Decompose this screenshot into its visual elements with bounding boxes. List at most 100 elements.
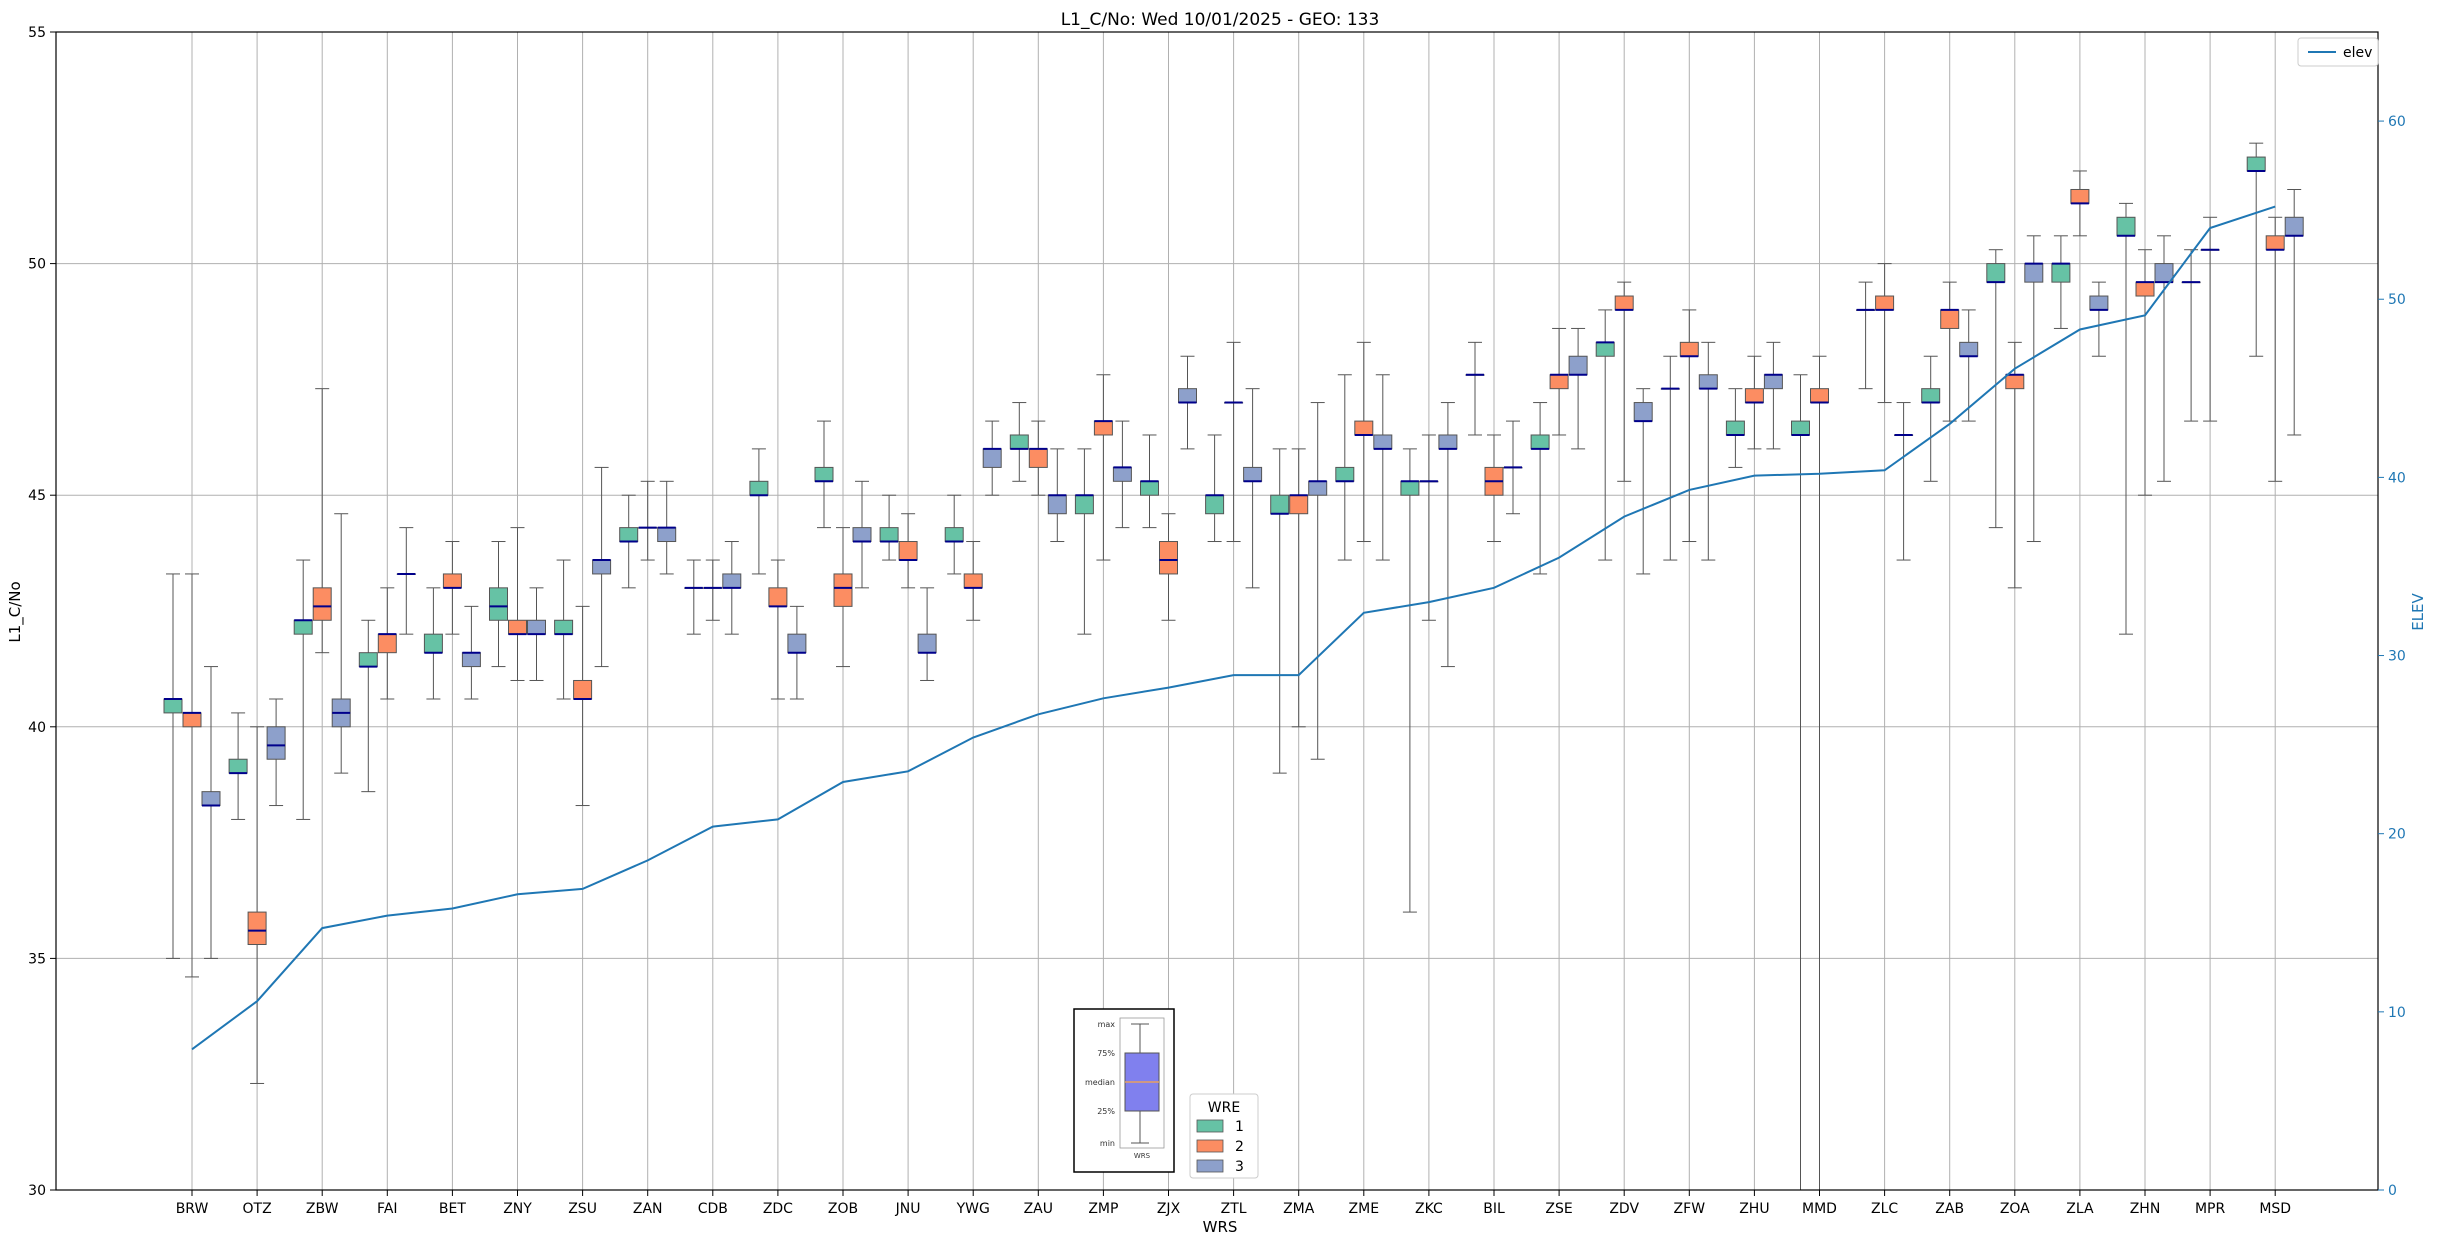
box-zla-wre2 bbox=[2070, 170, 2090, 237]
x-tick-label: ZLA bbox=[2066, 1201, 2094, 1217]
iqr-box bbox=[944, 527, 964, 543]
box-zdc-wre1 bbox=[749, 448, 769, 575]
box-zdv-wre2 bbox=[1614, 281, 1634, 482]
iqr-box bbox=[312, 587, 332, 621]
iqr-box bbox=[201, 791, 221, 807]
box-msd-wre3 bbox=[2284, 188, 2304, 436]
y2-tick-label: 50 bbox=[2388, 292, 2406, 308]
iqr-box bbox=[2116, 216, 2136, 237]
box-brw-wre1 bbox=[163, 573, 183, 959]
box-zlc-wre2 bbox=[1875, 263, 1895, 404]
x-tick-label: ZBW bbox=[306, 1201, 339, 1217]
x-tick-label: ZOB bbox=[828, 1201, 858, 1217]
box-zla-wre1 bbox=[2051, 235, 2071, 329]
iqr-box bbox=[2051, 263, 2071, 283]
box-zhu-wre3 bbox=[1763, 341, 1783, 450]
box-zdv-wre1 bbox=[1595, 309, 1615, 561]
box-zjx-wre1 bbox=[1140, 434, 1159, 529]
wre-legend-title: WRE bbox=[1208, 1100, 1240, 1116]
x-axis-label: WRS bbox=[1203, 1218, 1238, 1236]
iqr-box bbox=[1959, 341, 1979, 357]
box-zoa-wre1 bbox=[1986, 249, 2006, 529]
box-zfw-wre1 bbox=[1660, 355, 1680, 561]
box-zau-wre1 bbox=[1009, 402, 1029, 482]
box-mmd-wre2 bbox=[1810, 355, 1829, 1191]
x-tick-label: ZSE bbox=[1545, 1201, 1572, 1217]
x-tick-label: MMD bbox=[1802, 1201, 1837, 1217]
box-bet-wre3 bbox=[461, 605, 481, 700]
box-zlc-wre1 bbox=[1856, 281, 1876, 390]
iqr-box bbox=[1921, 388, 1941, 404]
wre-legend: WRE 1 2 3 bbox=[1189, 1093, 1259, 1179]
y2-tick-label: 30 bbox=[2388, 649, 2406, 665]
box-brw-wre2 bbox=[182, 573, 202, 978]
iqr-box bbox=[1335, 466, 1355, 482]
box-zmp-wre3 bbox=[1112, 420, 1132, 529]
elev-legend: elev bbox=[2297, 37, 2379, 67]
x-tick-label: ZAB bbox=[1935, 1201, 1964, 1217]
iqr-box bbox=[228, 758, 248, 774]
x-tick-label: ZSU bbox=[568, 1201, 597, 1217]
x-tick-label: ZFW bbox=[1674, 1201, 1706, 1217]
iqr-box bbox=[1725, 420, 1745, 436]
iqr-box bbox=[2135, 281, 2155, 297]
iqr-box bbox=[982, 448, 1002, 468]
iqr-box bbox=[879, 527, 899, 543]
inset-xlabel: WRS bbox=[1134, 1152, 1151, 1160]
box-ywg-wre1 bbox=[944, 494, 964, 575]
box-fai-wre3 bbox=[396, 527, 416, 635]
iqr-box bbox=[1763, 374, 1783, 390]
x-tick-label: CDB bbox=[698, 1201, 728, 1217]
iqr-box bbox=[423, 633, 443, 654]
box-zsu-wre2 bbox=[573, 605, 593, 807]
iqr-box bbox=[1400, 480, 1420, 496]
box-bil-wre2 bbox=[1484, 434, 1504, 543]
iqr-box bbox=[1940, 309, 1960, 329]
iqr-box bbox=[1438, 434, 1458, 450]
iqr-box bbox=[1009, 434, 1029, 450]
box-zmp-wre1 bbox=[1074, 448, 1094, 635]
box-zhn-wre2 bbox=[2135, 249, 2155, 496]
box-zma-wre1 bbox=[1270, 448, 1290, 774]
box-zdc-wre3 bbox=[787, 605, 807, 700]
wre-legend-label-1: 1 bbox=[1235, 1119, 1244, 1135]
iqr-box bbox=[1614, 295, 1634, 311]
box-jnu-wre1 bbox=[879, 494, 899, 561]
iqr-box bbox=[1308, 480, 1328, 496]
x-tick-label: BIL bbox=[1483, 1201, 1505, 1217]
box-ztl-wre1 bbox=[1205, 434, 1225, 543]
x-tick-label: ZLC bbox=[1871, 1201, 1898, 1217]
x-tick-label: MPR bbox=[2195, 1201, 2226, 1217]
box-mpr-wre2 bbox=[2200, 216, 2220, 422]
box-zan-wre1 bbox=[619, 494, 639, 589]
box-zab-wre3 bbox=[1959, 309, 1979, 422]
iqr-box bbox=[573, 679, 593, 700]
box-ywg-wre3 bbox=[982, 420, 1002, 496]
box-zob-wre1 bbox=[814, 420, 834, 529]
box-mmd-wre1 bbox=[1791, 374, 1810, 1191]
box-zkc-wre3 bbox=[1438, 402, 1458, 668]
iqr-box bbox=[1679, 341, 1699, 357]
iqr-box bbox=[1810, 388, 1829, 404]
iqr-box bbox=[1205, 494, 1225, 515]
iqr-box bbox=[1112, 466, 1132, 482]
iqr-box bbox=[266, 726, 286, 760]
box-zny-wre2 bbox=[508, 527, 527, 681]
box-zme-wre2 bbox=[1354, 341, 1374, 543]
iqr-box bbox=[554, 619, 574, 635]
iqr-box bbox=[657, 527, 677, 543]
iqr-box bbox=[1549, 374, 1569, 390]
iqr-box bbox=[2005, 374, 2025, 390]
iqr-box bbox=[2246, 156, 2266, 172]
x-tick-label: YWG bbox=[956, 1201, 990, 1217]
elevation-line-layer bbox=[191, 205, 2276, 1051]
iqr-box bbox=[1373, 434, 1393, 450]
iqr-box bbox=[247, 911, 267, 946]
box-cdb-wre3 bbox=[722, 541, 742, 635]
y-tick-label: 55 bbox=[28, 25, 46, 41]
wre-legend-swatch-1 bbox=[1196, 1119, 1224, 1133]
iqr-box bbox=[1028, 448, 1048, 468]
iqr-box bbox=[1047, 494, 1067, 515]
box-zla-wre3 bbox=[2089, 281, 2109, 357]
